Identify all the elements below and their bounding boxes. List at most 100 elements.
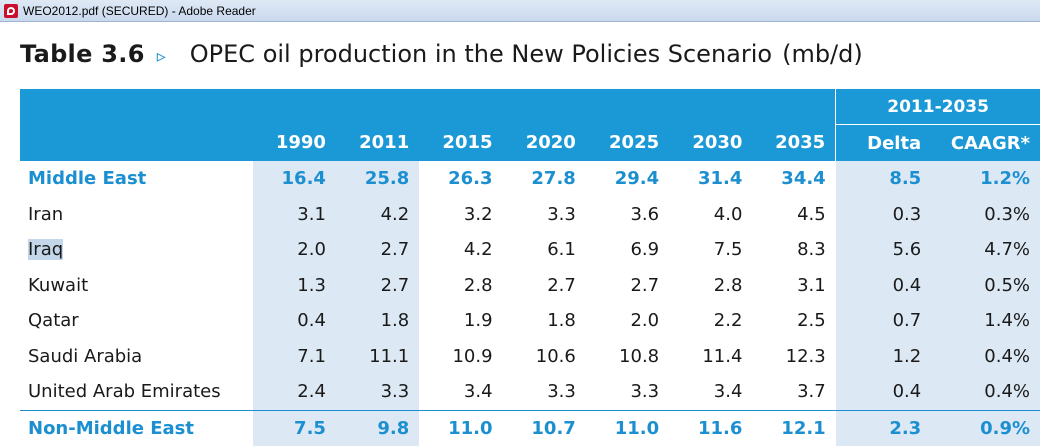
row-label: Iraq xyxy=(28,239,64,261)
column-header-year: 2020 xyxy=(502,124,586,161)
table-header: 2011-2035 1990 2011 2015 2020 2025 2030 … xyxy=(20,89,1040,161)
delta-cell: 8.5 xyxy=(835,161,932,197)
value-cell: 16.4 xyxy=(252,161,336,197)
caagr-cell: 0.5% xyxy=(931,267,1040,303)
value-cell: 12.1 xyxy=(752,409,836,446)
value-cell: 3.1 xyxy=(797,274,826,296)
table-row: Iraq 2.0 2.7 4.2 6.1 6.9 7.5 8.3 5.6 4.7% xyxy=(20,232,1040,268)
column-header-year: 2015 xyxy=(419,124,503,161)
value-cell: 9.8 xyxy=(335,409,420,446)
value-cell: 7.5 xyxy=(252,409,336,446)
value-cell: 10.7 xyxy=(502,409,586,446)
row-label: Iran xyxy=(28,203,64,225)
delta-cell: 2.3 xyxy=(835,409,932,446)
value-cell: 3.3 xyxy=(630,381,660,403)
value-cell: 3.4 xyxy=(713,381,743,403)
value-cell: 2.0 xyxy=(630,310,660,332)
value-cell: 10.8 xyxy=(619,345,660,367)
table-row: United Arab Emirates 2.4 3.3 3.4 3.3 3.3 3.4 3.… xyxy=(20,374,1040,410)
triangle-arrow-icon: ▹ xyxy=(156,46,166,66)
value-cell: 27.8 xyxy=(531,168,576,190)
value-cell: 3.7 xyxy=(797,381,826,403)
value-cell: 11.1 xyxy=(335,338,420,374)
value-cell: 2.0 xyxy=(252,232,336,268)
column-header-year: 2030 xyxy=(669,124,753,161)
value-cell: 11.0 xyxy=(419,409,503,446)
value-cell: 11.6 xyxy=(669,409,753,446)
header-row-columns: 1990 2011 2015 2020 2025 2030 2035 Delta… xyxy=(20,124,1040,161)
value-cell: 2.5 xyxy=(797,310,826,332)
value-cell: 1.8 xyxy=(335,303,420,339)
delta-cell: 1.2 xyxy=(835,338,932,374)
period-header: 2011-2035 xyxy=(835,89,1040,125)
table-row: Kuwait 1.3 2.7 2.8 2.7 2.7 2.8 3.1 0.4 0.5% xyxy=(20,267,1040,304)
column-header-year: 2025 xyxy=(585,124,670,161)
table-row: Non-Middle East 7.5 9.8 11.0 10.7 11.0 11.6 12.… xyxy=(20,409,1040,446)
row-label-cell: United Arab Emirates xyxy=(20,374,253,410)
value-cell: 10.9 xyxy=(452,345,493,367)
header-blank xyxy=(20,89,836,125)
row-label-cell: Kuwait xyxy=(20,268,253,304)
caagr-cell: 0.3% xyxy=(931,196,1040,232)
value-cell: 2.8 xyxy=(713,274,743,296)
caagr-cell: 0.4% xyxy=(931,374,1040,410)
row-label-cell: Saudi Arabia xyxy=(20,339,253,375)
caagr-cell: 1.4% xyxy=(931,303,1040,339)
table-heading: Table 3.6 ▹ OPEC oil production in the N… xyxy=(20,40,863,74)
delta-cell: 5.6 xyxy=(835,232,932,268)
value-cell: 3.3 xyxy=(547,381,576,403)
header-row-period: 2011-2035 xyxy=(20,89,1040,125)
row-label-cell: Iraq xyxy=(20,232,253,268)
table-body: Middle East 16.4 25.8 26.3 27.8 29.4 31.4 34.4 8… xyxy=(20,161,1040,446)
value-cell: 2.7 xyxy=(547,274,576,296)
delta-cell: 0.3 xyxy=(835,196,932,232)
value-cell: 3.6 xyxy=(630,203,660,225)
table-unit: (mb/d) xyxy=(782,40,863,68)
value-cell: 1.9 xyxy=(463,310,493,332)
row-label: Middle East xyxy=(28,168,147,190)
value-cell: 25.8 xyxy=(335,161,420,197)
row-label-cell: Middle East xyxy=(20,161,253,197)
column-header-year: 1990 xyxy=(252,124,336,161)
caagr-cell: 4.7% xyxy=(931,232,1040,268)
table-row: Iran 3.1 4.2 3.2 3.3 3.6 4.0 4.5 0.3 0.3% xyxy=(20,196,1040,233)
value-cell: 7.1 xyxy=(252,338,336,374)
caagr-cell: 0.9% xyxy=(931,409,1040,446)
value-cell: 4.2 xyxy=(335,196,420,232)
value-cell: 2.2 xyxy=(713,310,743,332)
value-cell: 3.3 xyxy=(335,374,420,410)
opec-production-table: 2011-2035 1990 2011 2015 2020 2025 2030 … xyxy=(20,89,1040,446)
row-label: Saudi Arabia xyxy=(28,345,143,367)
row-label: Kuwait xyxy=(28,274,89,296)
value-cell: 2.4 xyxy=(252,374,336,410)
window-title: WEO2012.pdf (SECURED) - Adobe Reader xyxy=(23,3,256,18)
value-cell: 2.7 xyxy=(335,232,420,268)
row-label-cell: Iran xyxy=(20,197,253,233)
value-cell: 11.0 xyxy=(585,409,670,446)
delta-cell: 0.4 xyxy=(835,267,932,303)
value-cell: 34.4 xyxy=(781,168,826,190)
value-cell: 10.6 xyxy=(535,345,576,367)
column-header-caagr: CAAGR* xyxy=(931,124,1040,161)
column-header-year: 2011 xyxy=(335,124,420,161)
value-cell: 7.5 xyxy=(713,239,743,261)
row-label: Non-Middle East xyxy=(28,417,194,439)
value-cell: 31.4 xyxy=(698,168,743,190)
caagr-cell: 1.2% xyxy=(931,161,1040,197)
table-number: Table 3.6 xyxy=(20,40,145,68)
delta-cell: 0.7 xyxy=(835,303,932,339)
table-row: Middle East 16.4 25.8 26.3 27.8 29.4 31.4 34.4 8… xyxy=(20,161,1040,197)
row-label-cell: Qatar xyxy=(20,303,253,339)
row-label: Qatar xyxy=(28,310,79,332)
value-cell: 1.3 xyxy=(252,267,336,303)
table-row: Qatar 0.4 1.8 1.9 1.8 2.0 2.2 2.5 0.7 1.4% xyxy=(20,303,1040,339)
caagr-cell: 0.4% xyxy=(931,338,1040,374)
value-cell: 3.1 xyxy=(252,196,336,232)
value-cell: 2.8 xyxy=(463,274,493,296)
header-label-blank xyxy=(20,124,253,161)
value-cell: 4.5 xyxy=(797,203,826,225)
value-cell: 3.2 xyxy=(463,203,493,225)
value-cell: 29.4 xyxy=(614,168,660,190)
delta-cell: 0.4 xyxy=(835,374,932,410)
value-cell: 0.4 xyxy=(252,303,336,339)
